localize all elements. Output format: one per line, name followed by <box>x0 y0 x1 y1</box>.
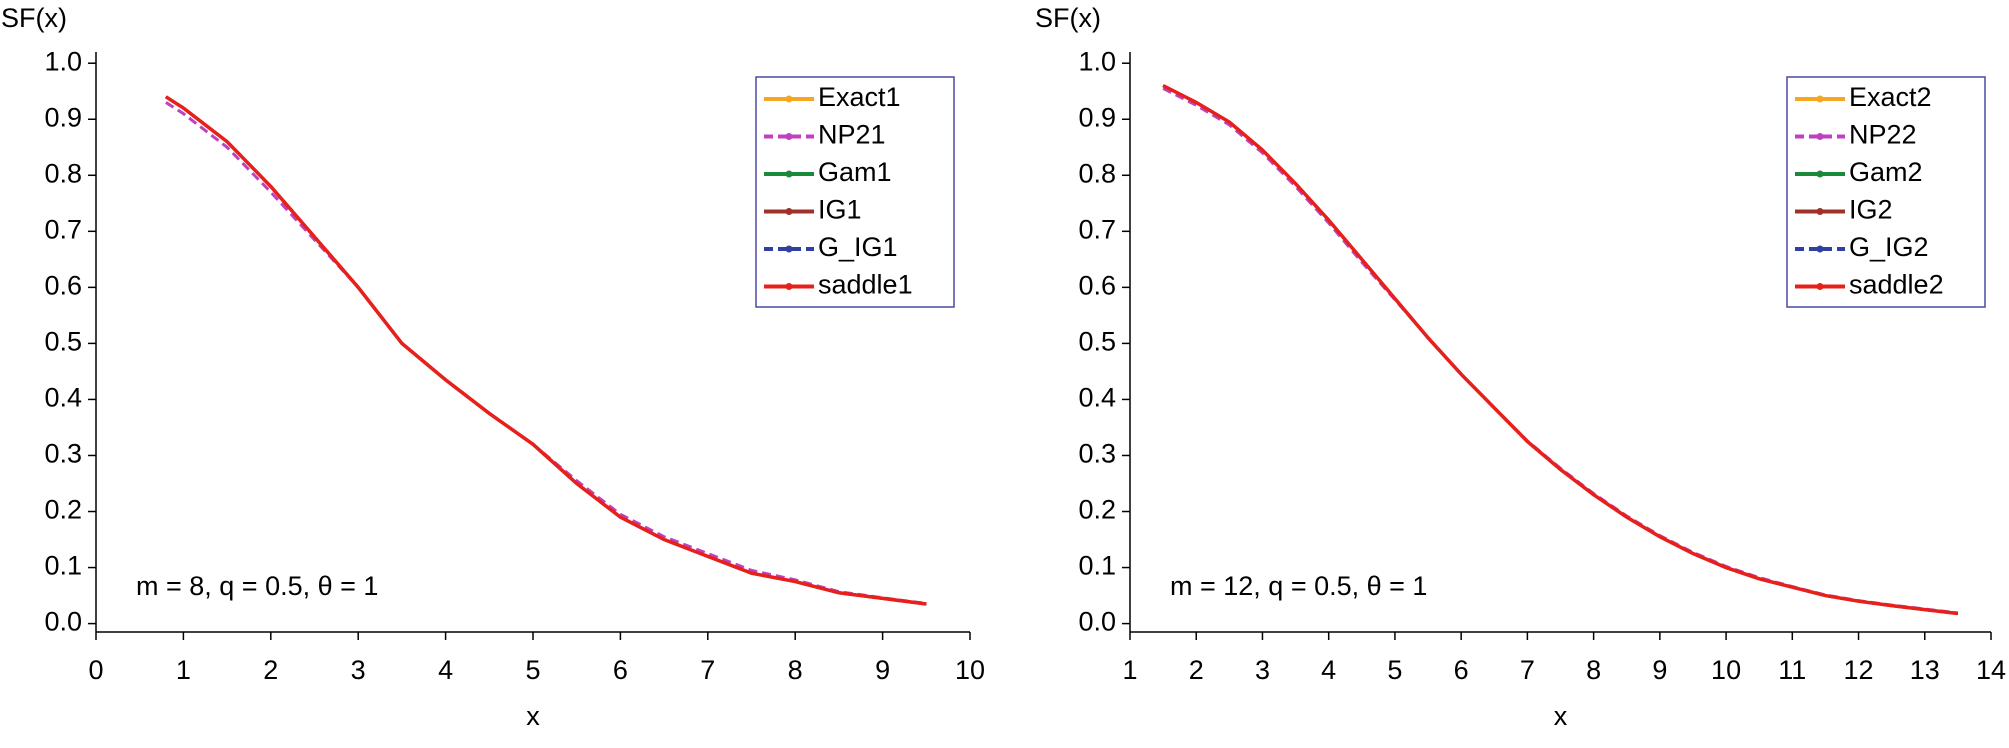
y-tick-label: 1.0 <box>1078 46 1116 76</box>
legend-marker <box>1816 95 1824 103</box>
legend-label: Gam1 <box>818 157 892 187</box>
legend-label: IG1 <box>818 195 862 225</box>
y-tick-label: 0.9 <box>44 102 82 132</box>
series-line <box>1162 84 1959 616</box>
legend-marker <box>1816 133 1824 140</box>
y-tick-label: 0.8 <box>1078 158 1116 188</box>
legend-box <box>755 76 955 308</box>
y-tick-label: 0.0 <box>44 607 82 637</box>
x-axis-label: x <box>1554 701 1568 731</box>
y-axis-label: SF(x) <box>1 3 67 33</box>
x-tick-label: 9 <box>875 655 890 685</box>
y-axis-label: SF(x) <box>1035 3 1101 33</box>
legend-label: Exact2 <box>1849 82 1932 112</box>
y-tick-label: 0.3 <box>1078 439 1116 469</box>
legend-marker <box>785 283 793 290</box>
x-axis-label: x <box>526 701 540 731</box>
annotation: m = 12, q = 0.5, θ = 1 <box>1170 571 1427 601</box>
y-tick-label: 0.7 <box>1078 214 1116 244</box>
x-tick-label: 8 <box>1586 655 1601 685</box>
x-tick-label: 7 <box>700 655 715 685</box>
y-tick-label: 0.4 <box>1078 383 1116 413</box>
legend-box <box>1786 76 1986 308</box>
y-tick-label: 1.0 <box>44 46 82 76</box>
y-tick-label: 0.5 <box>44 327 82 357</box>
x-tick-label: 5 <box>1387 655 1402 685</box>
y-tick-label: 0.2 <box>1078 495 1116 525</box>
x-tick-label: 5 <box>525 655 540 685</box>
legend-marker <box>785 208 793 215</box>
y-tick-label: 0.1 <box>1078 551 1116 581</box>
legend-label: IG2 <box>1849 195 1893 225</box>
legend-marker <box>785 170 793 178</box>
y-tick-label: 0.4 <box>44 383 82 413</box>
x-tick-label: 3 <box>351 655 366 685</box>
x-tick-label: 6 <box>1454 655 1469 685</box>
y-tick-label: 0.6 <box>44 270 82 300</box>
legend-marker <box>785 95 793 103</box>
legend-label: Gam2 <box>1849 157 1923 187</box>
y-tick-label: 0.1 <box>44 551 82 581</box>
x-tick-label: 6 <box>613 655 628 685</box>
x-tick-label: 1 <box>1122 655 1137 685</box>
x-tick-label: 9 <box>1652 655 1667 685</box>
y-tick-label: 0.7 <box>44 214 82 244</box>
legend-marker <box>1816 208 1824 215</box>
legend-label: G_IG2 <box>1849 232 1929 262</box>
legend-marker <box>1816 283 1824 290</box>
y-tick-label: 0.9 <box>1078 102 1116 132</box>
x-tick-label: 4 <box>438 655 453 685</box>
y-tick-label: 0.2 <box>44 495 82 525</box>
series-line <box>164 95 927 606</box>
y-tick-label: 0.5 <box>1078 327 1116 357</box>
y-tick-label: 0.8 <box>44 158 82 188</box>
x-tick-label: 11 <box>1778 655 1806 685</box>
y-tick-label: 0.3 <box>44 439 82 469</box>
x-tick-label: 2 <box>1189 655 1204 685</box>
legend-label: NP22 <box>1849 120 1917 150</box>
legend-marker <box>785 245 793 253</box>
x-tick-label: 2 <box>263 655 278 685</box>
legend-label: saddle1 <box>818 270 913 300</box>
x-tick-label: 1 <box>176 655 191 685</box>
legend-marker <box>1816 170 1824 178</box>
legend-marker <box>785 133 793 140</box>
x-tick-label: 12 <box>1844 655 1874 685</box>
x-tick-label: 13 <box>1910 655 1940 685</box>
y-tick-label: 0.6 <box>1078 270 1116 300</box>
x-tick-label: 4 <box>1321 655 1336 685</box>
annotation: m = 8, q = 0.5, θ = 1 <box>136 571 378 601</box>
legend-label: NP21 <box>818 120 886 150</box>
x-tick-label: 0 <box>88 655 103 685</box>
legend-marker <box>1816 245 1824 253</box>
x-tick-label: 14 <box>1976 655 2006 685</box>
legend-label: Exact1 <box>818 82 901 112</box>
x-tick-label: 8 <box>788 655 803 685</box>
y-tick-label: 0.0 <box>1078 607 1116 637</box>
x-tick-label: 10 <box>955 655 985 685</box>
legend-label: saddle2 <box>1849 270 1944 300</box>
x-tick-label: 10 <box>1711 655 1741 685</box>
x-tick-label: 7 <box>1520 655 1535 685</box>
legend-label: G_IG1 <box>818 232 898 262</box>
x-tick-label: 3 <box>1255 655 1270 685</box>
